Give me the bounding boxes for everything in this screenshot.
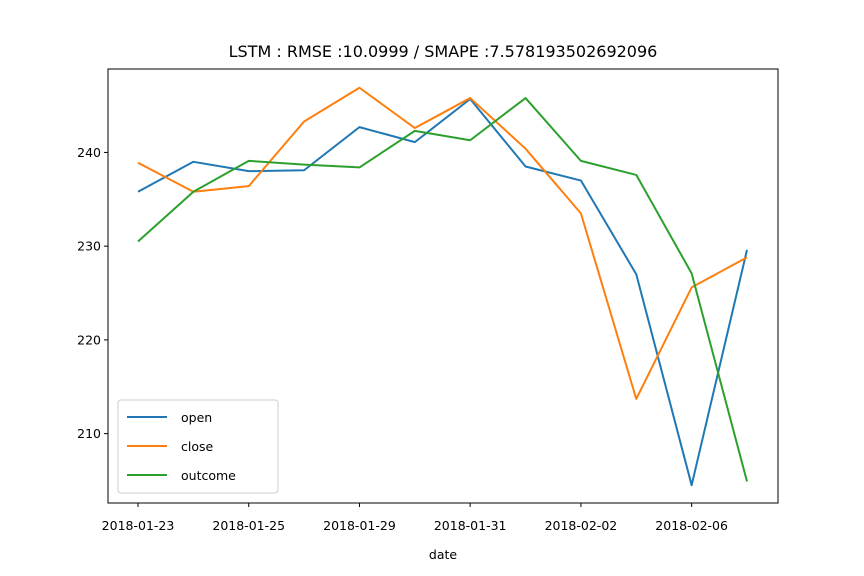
- y-tick-label: 240: [77, 145, 101, 160]
- y-tick-label: 210: [77, 426, 101, 441]
- plot-frame: [107, 68, 779, 504]
- x-tick-label: 2018-02-06: [655, 518, 728, 533]
- series-layer: [137, 86, 748, 487]
- y-tick-label: 230: [77, 239, 101, 254]
- chart-title: LSTM : RMSE :10.0999 / SMAPE :7.57819350…: [229, 42, 658, 61]
- x-axis-label: date: [429, 547, 457, 562]
- legend-label-open: open: [181, 410, 212, 425]
- legend-label-close: close: [181, 439, 214, 454]
- series-line-open: [137, 98, 748, 487]
- series-line-close: [137, 86, 748, 400]
- x-tick-label: 2018-02-02: [545, 518, 618, 533]
- legend: open close outcome: [117, 399, 279, 494]
- y-tick-label: 220: [77, 332, 101, 347]
- series-line-outcome: [137, 97, 748, 482]
- x-tick-label: 2018-01-31: [434, 518, 507, 533]
- x-tick-label: 2018-01-29: [323, 518, 396, 533]
- x-axis: 2018-01-23 2018-01-25 2018-01-29 2018-01-31…: [102, 503, 728, 533]
- legend-label-outcome: outcome: [181, 468, 236, 483]
- x-tick-label: 2018-01-25: [212, 518, 285, 533]
- x-tick-label: 2018-01-23: [102, 518, 175, 533]
- y-axis: 210 220 230 240: [77, 145, 108, 441]
- legend-box: [117, 399, 279, 494]
